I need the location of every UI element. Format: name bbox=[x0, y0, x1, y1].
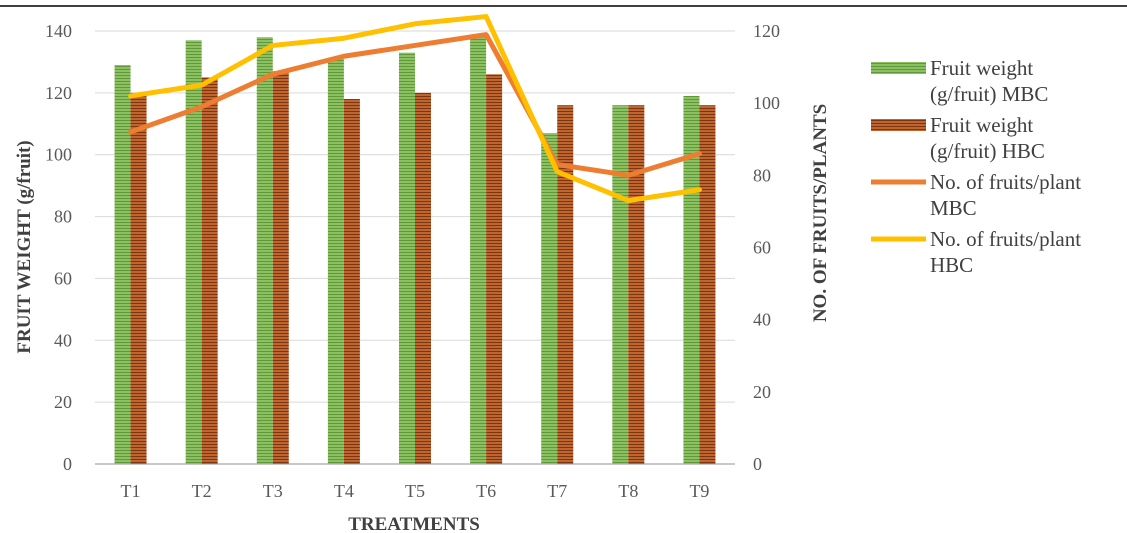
legend-label: MBC bbox=[930, 196, 977, 220]
legend-label: No. of fruits/plant bbox=[930, 227, 1081, 251]
bar-hbc bbox=[201, 77, 218, 465]
bar-hbc bbox=[486, 74, 503, 465]
bar-mbc bbox=[612, 105, 629, 464]
legend-item-fruit-weight-mbc: Fruit weight(g/fruit) MBC bbox=[871, 56, 1048, 106]
legend-item-fruit-weight-hbc: Fruit weight(g/fruit) HBC bbox=[871, 113, 1045, 163]
tick-labels: 0 20 40 60 80 100 120 140 0 20 40 60 80 100 120 T1 T2 T3 T… bbox=[45, 21, 780, 501]
bar-hbc bbox=[130, 92, 147, 464]
y-tick-label: 120 bbox=[45, 83, 72, 103]
legend-label: (g/fruit) HBC bbox=[930, 139, 1045, 163]
bar-hbc bbox=[415, 92, 431, 464]
bars bbox=[114, 37, 716, 465]
bar-mbc bbox=[185, 40, 202, 465]
bar-hbc bbox=[557, 105, 574, 464]
bar-mbc bbox=[114, 65, 131, 465]
y2-tick-label: 80 bbox=[753, 165, 771, 185]
legend-label: Fruit weight bbox=[930, 113, 1033, 137]
legend-swatch bbox=[871, 62, 926, 74]
bar-hbc bbox=[343, 99, 360, 465]
bar-mbc bbox=[256, 37, 273, 464]
bar-mbc bbox=[683, 95, 700, 464]
bar-hbc bbox=[272, 71, 289, 464]
y-tick-label: 40 bbox=[54, 330, 72, 350]
bar-mbc bbox=[470, 37, 487, 464]
x-tick-label: T8 bbox=[618, 481, 638, 501]
y2-axis-title: NO. OF FRUITS/PLANTS bbox=[810, 104, 831, 322]
x-tick-label: T9 bbox=[689, 481, 709, 501]
legend-swatch bbox=[871, 119, 926, 131]
x-tick-label: T7 bbox=[547, 481, 567, 501]
line-hbc bbox=[128, 14, 702, 204]
bar-hbc bbox=[628, 105, 645, 464]
bar-hbc bbox=[699, 105, 716, 464]
y2-tick-label: 0 bbox=[753, 454, 762, 474]
x-tick-label: T3 bbox=[263, 481, 283, 501]
x-tick-label: T2 bbox=[192, 481, 212, 501]
y-axis-title: FRUIT WEIGHT (g/fruit) bbox=[14, 140, 35, 353]
y2-tick-label: 100 bbox=[753, 93, 780, 113]
legend-label: No. of fruits/plant bbox=[930, 170, 1081, 194]
y-tick-label: 80 bbox=[54, 207, 72, 227]
y-tick-label: 0 bbox=[63, 454, 72, 474]
x-tick-label: T6 bbox=[476, 481, 496, 501]
legend-label: Fruit weight bbox=[930, 56, 1033, 80]
line-mbc bbox=[128, 32, 702, 178]
x-axis-title: TREATMENTS bbox=[348, 514, 480, 533]
bar-mbc bbox=[327, 58, 344, 464]
lines bbox=[128, 14, 702, 204]
y-tick-label: 20 bbox=[54, 392, 72, 412]
y2-tick-label: 40 bbox=[753, 310, 771, 330]
x-tick-label: T4 bbox=[334, 481, 354, 501]
x-tick-label: T5 bbox=[405, 481, 425, 501]
y2-tick-label: 20 bbox=[753, 382, 771, 402]
y-tick-label: 100 bbox=[45, 145, 72, 165]
y2-tick-label: 60 bbox=[753, 238, 771, 258]
legend-label: (g/fruit) MBC bbox=[930, 82, 1048, 106]
y-tick-label: 60 bbox=[54, 268, 72, 288]
y2-tick-label: 120 bbox=[753, 21, 780, 41]
y-tick-label: 140 bbox=[45, 21, 72, 41]
x-tick-label: T1 bbox=[121, 481, 141, 501]
bar-mbc bbox=[399, 52, 415, 465]
legend-label: HBC bbox=[930, 253, 973, 277]
bar-mbc bbox=[541, 133, 558, 465]
